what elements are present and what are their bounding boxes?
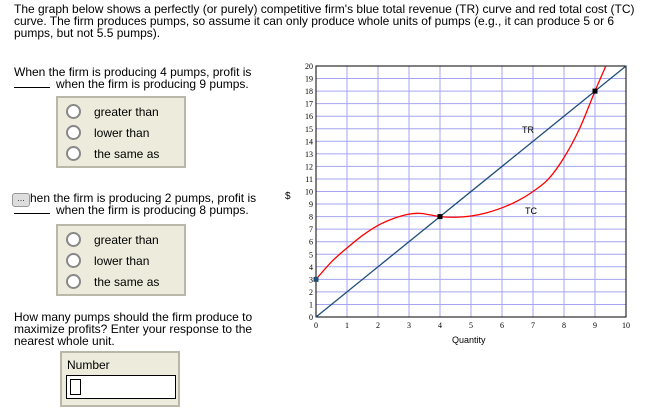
option-label: lower than — [94, 125, 150, 140]
q1-line1: When the firm is producing 4 pumps, prof… — [14, 65, 252, 79]
intersection-point — [437, 214, 443, 220]
x-tick-label: 5 — [469, 321, 473, 330]
x-tick-label: 1 — [345, 321, 349, 330]
y-tick-label: 15 — [305, 125, 313, 134]
question-2-line2: when the firm is producing 8 pumps. — [14, 204, 284, 216]
q1-line2: when the firm is producing 9 pumps. — [56, 77, 249, 91]
number-label: Number — [67, 358, 110, 372]
radio-icon[interactable] — [66, 146, 81, 161]
q2-option-same[interactable]: the same as — [66, 271, 184, 292]
q2-line2: when the firm is producing 8 pumps. — [56, 203, 249, 217]
q2-line1: hen the firm is producing 2 pumps, profi… — [30, 191, 257, 205]
tr-curve — [315, 65, 627, 318]
x-tick-label: 2 — [376, 321, 380, 330]
x-tick-label: 10 — [622, 321, 630, 330]
tc-label: TC — [525, 206, 537, 216]
y-tick-label: 16 — [305, 112, 313, 121]
question-1: When the firm is producing 4 pumps, prof… — [14, 66, 284, 90]
q1-options: greater than lower than the same as — [56, 96, 186, 168]
y-tick-label: 14 — [305, 137, 313, 146]
question-2: hen the firm is producing 2 pumps, profi… — [30, 192, 300, 204]
q2-blank — [14, 204, 50, 214]
y-tick-label: 13 — [305, 150, 313, 159]
y-tick-label: 12 — [305, 162, 313, 171]
radio-icon[interactable] — [66, 232, 81, 247]
radio-icon[interactable] — [66, 253, 81, 268]
option-label: lower than — [94, 253, 150, 268]
q1-blank — [14, 78, 50, 88]
x-tick-label: 0 — [314, 321, 318, 330]
option-label: greater than — [94, 232, 159, 247]
q2-options: greater than lower than the same as — [56, 224, 186, 296]
radio-icon[interactable] — [66, 125, 81, 140]
y-tick-label: 7 — [309, 225, 313, 234]
y-tick-label: 20 — [305, 62, 313, 71]
q1-option-lower[interactable]: lower than — [66, 122, 184, 143]
x-tick-label: 6 — [500, 321, 504, 330]
tc-curve — [315, 65, 607, 280]
radio-icon[interactable] — [66, 274, 81, 289]
q1-option-greater[interactable]: greater than — [66, 101, 184, 122]
y-tick-label: 10 — [305, 188, 313, 197]
x-tick-label: 8 — [562, 321, 566, 330]
y-tick-label: 5 — [309, 250, 313, 259]
x-tick-label: 9 — [593, 321, 597, 330]
question-3: How many pumps should the firm produce t… — [14, 310, 253, 348]
y-tick-label: 18 — [305, 87, 313, 96]
y-axis-label: $ — [285, 191, 291, 202]
x-tick-label: 7 — [531, 321, 535, 330]
y-tick-label: 1 — [309, 300, 313, 309]
y-tick-label: 6 — [309, 238, 313, 247]
y-tick-label: 17 — [305, 100, 313, 109]
y-tick-label: 4 — [309, 263, 313, 272]
q2-option-greater[interactable]: greater than — [66, 229, 184, 250]
x-tick-label: 4 — [438, 321, 442, 330]
intro-text: The graph below shows a perfectly (or pu… — [14, 2, 635, 40]
option-label: greater than — [94, 104, 159, 119]
plot-frame — [315, 65, 627, 318]
input-cursor — [70, 379, 81, 395]
option-label: the same as — [94, 146, 160, 161]
y-tick-label: 19 — [305, 75, 313, 84]
tr-label: TR — [522, 125, 534, 135]
number-input[interactable] — [66, 375, 176, 399]
y-tick-label: 11 — [305, 175, 313, 184]
intersection-point — [313, 276, 319, 282]
x-tick-label: 3 — [407, 321, 411, 330]
y-tick-label: 8 — [309, 213, 313, 222]
y-tick-label: 3 — [309, 275, 313, 284]
number-answer-box: Number — [60, 351, 180, 407]
intersection-point — [592, 88, 598, 94]
y-tick-label: 0 — [309, 313, 313, 322]
y-tick-label: 9 — [309, 200, 313, 209]
radio-icon[interactable] — [66, 104, 81, 119]
q1-option-same[interactable]: the same as — [66, 143, 184, 164]
x-axis-label: Quantity — [452, 335, 486, 345]
q2-option-lower[interactable]: lower than — [66, 250, 184, 271]
comment-icon[interactable]: … — [12, 193, 30, 207]
y-tick-label: 2 — [309, 288, 313, 297]
option-label: the same as — [94, 274, 160, 289]
